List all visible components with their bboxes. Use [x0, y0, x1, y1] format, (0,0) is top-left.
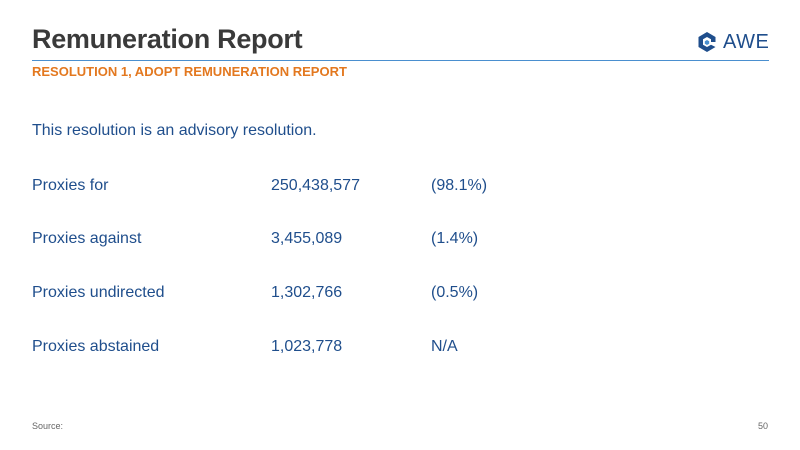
company-logo: AWE	[696, 30, 769, 54]
proxy-row: Proxies for 250,438,577 (98.1%)	[32, 177, 632, 199]
proxy-row: Proxies undirected 1,302,766 (0.5%)	[32, 284, 632, 306]
intro-text: This resolution is an advisory resolutio…	[32, 122, 317, 139]
proxy-label: Proxies abstained	[32, 338, 160, 355]
proxy-percent: (0.5%)	[431, 284, 479, 301]
resolution-subtitle: RESOLUTION 1, ADOPT REMUNERATION REPORT	[32, 64, 347, 79]
proxy-percent: N/A	[431, 338, 458, 355]
logo-text: AWE	[723, 31, 770, 53]
proxy-label: Proxies for	[32, 177, 109, 194]
header-divider	[32, 60, 769, 61]
proxy-percent: (98.1%)	[431, 177, 488, 194]
proxy-value: 1,302,766	[271, 284, 343, 301]
proxy-label: Proxies against	[32, 230, 142, 247]
proxy-percent: (1.4%)	[431, 230, 479, 247]
awe-logo-icon	[696, 31, 718, 53]
proxy-row: Proxies against 3,455,089 (1.4%)	[32, 230, 632, 252]
proxy-value: 1,023,778	[271, 338, 343, 355]
proxy-label: Proxies undirected	[32, 284, 165, 301]
source-note: Source:	[32, 421, 64, 431]
page-number: 50	[757, 421, 768, 431]
proxy-value: 250,438,577	[271, 177, 360, 194]
proxy-row: Proxies abstained 1,023,778 N/A	[32, 338, 632, 360]
proxy-value: 3,455,089	[271, 230, 343, 247]
page-title: Remuneration Report	[32, 24, 303, 54]
